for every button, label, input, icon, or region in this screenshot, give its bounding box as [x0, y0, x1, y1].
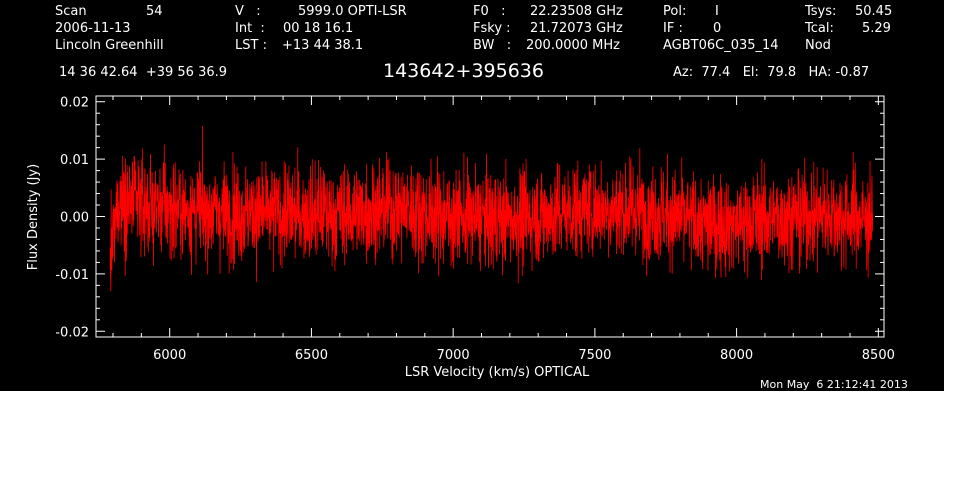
x-tick-label: 6000 [153, 348, 186, 363]
lst-value: +13 44 38.1 [282, 38, 364, 53]
source-name: 143642+395636 [383, 60, 544, 82]
bw-value: 200.0000 MHz [526, 38, 620, 53]
scan-label: Scan [55, 4, 87, 19]
spectrum-chart: 6000 6500 7000 7500 8000 8500 -0.02 -0.01 0.00 0.… [26, 95, 895, 380]
tsys-label: Tsys: [805, 4, 837, 19]
scan-value: 54 [146, 4, 163, 19]
y-tick-label: 0.02 [60, 96, 89, 111]
if-label: IF : [663, 21, 683, 36]
y-axis-title: Flux Density (Jy) [26, 164, 41, 270]
spectrum-trace-layer [109, 126, 874, 292]
x-tick-label: 7000 [437, 348, 470, 363]
y-tick-label: -0.02 [55, 325, 89, 340]
y-tick-label: 0.01 [60, 153, 89, 168]
v-label: V : [235, 4, 261, 19]
axis-ticks: 6000 6500 7000 7500 8000 8500 -0.02 -0.01 0.00 0.… [55, 96, 895, 363]
obs-date: 2006-11-13 [55, 21, 131, 36]
int-label: Int : [235, 21, 265, 36]
observer-name: Lincoln Greenhill [55, 38, 164, 53]
x-tick-label: 8500 [862, 348, 895, 363]
fsky-value: 21.72073 GHz [530, 21, 623, 36]
if-value: 0 [713, 21, 722, 36]
x-tick-label: 8000 [720, 348, 753, 363]
fsky-label: Fsky : [473, 21, 511, 36]
bw-label: BW : [473, 38, 512, 53]
plot-timestamp: Mon May 6 21:12:41 2013 [760, 378, 908, 391]
y-tick-label: -0.01 [55, 268, 89, 283]
source-coordinates: 14 36 42.64 +39 56 36.9 [59, 65, 228, 80]
obs-mode: Nod [805, 38, 831, 53]
f0-label: F0 : [473, 4, 506, 19]
spectrum-panel: Scan 54 2006-11-13 Lincoln Greenhill V :… [0, 0, 944, 391]
pol-value: I [715, 4, 719, 19]
int-value: 00 18 16.1 [283, 21, 354, 36]
tcal-label: Tcal: [805, 21, 834, 36]
pol-label: Pol: [663, 4, 687, 19]
x-axis-title: LSR Velocity (km/s) OPTICAL [405, 365, 590, 380]
y-tick-label: 0.00 [60, 211, 89, 226]
lst-label: LST : [235, 38, 267, 53]
x-tick-label: 7500 [578, 348, 611, 363]
v-value: 5999.0 OPTI-LSR [298, 4, 407, 19]
tsys-value: 50.45 [855, 4, 893, 19]
spectrum-line [109, 126, 874, 292]
f0-value: 22.23508 GHz [530, 4, 623, 19]
tcal-value: 5.29 [862, 21, 891, 36]
pointing-info: Az: 77.4 El: 79.8 HA: -0.87 [673, 65, 870, 80]
x-tick-label: 6500 [295, 348, 328, 363]
project-id: AGBT06C_035_14 [663, 38, 779, 53]
